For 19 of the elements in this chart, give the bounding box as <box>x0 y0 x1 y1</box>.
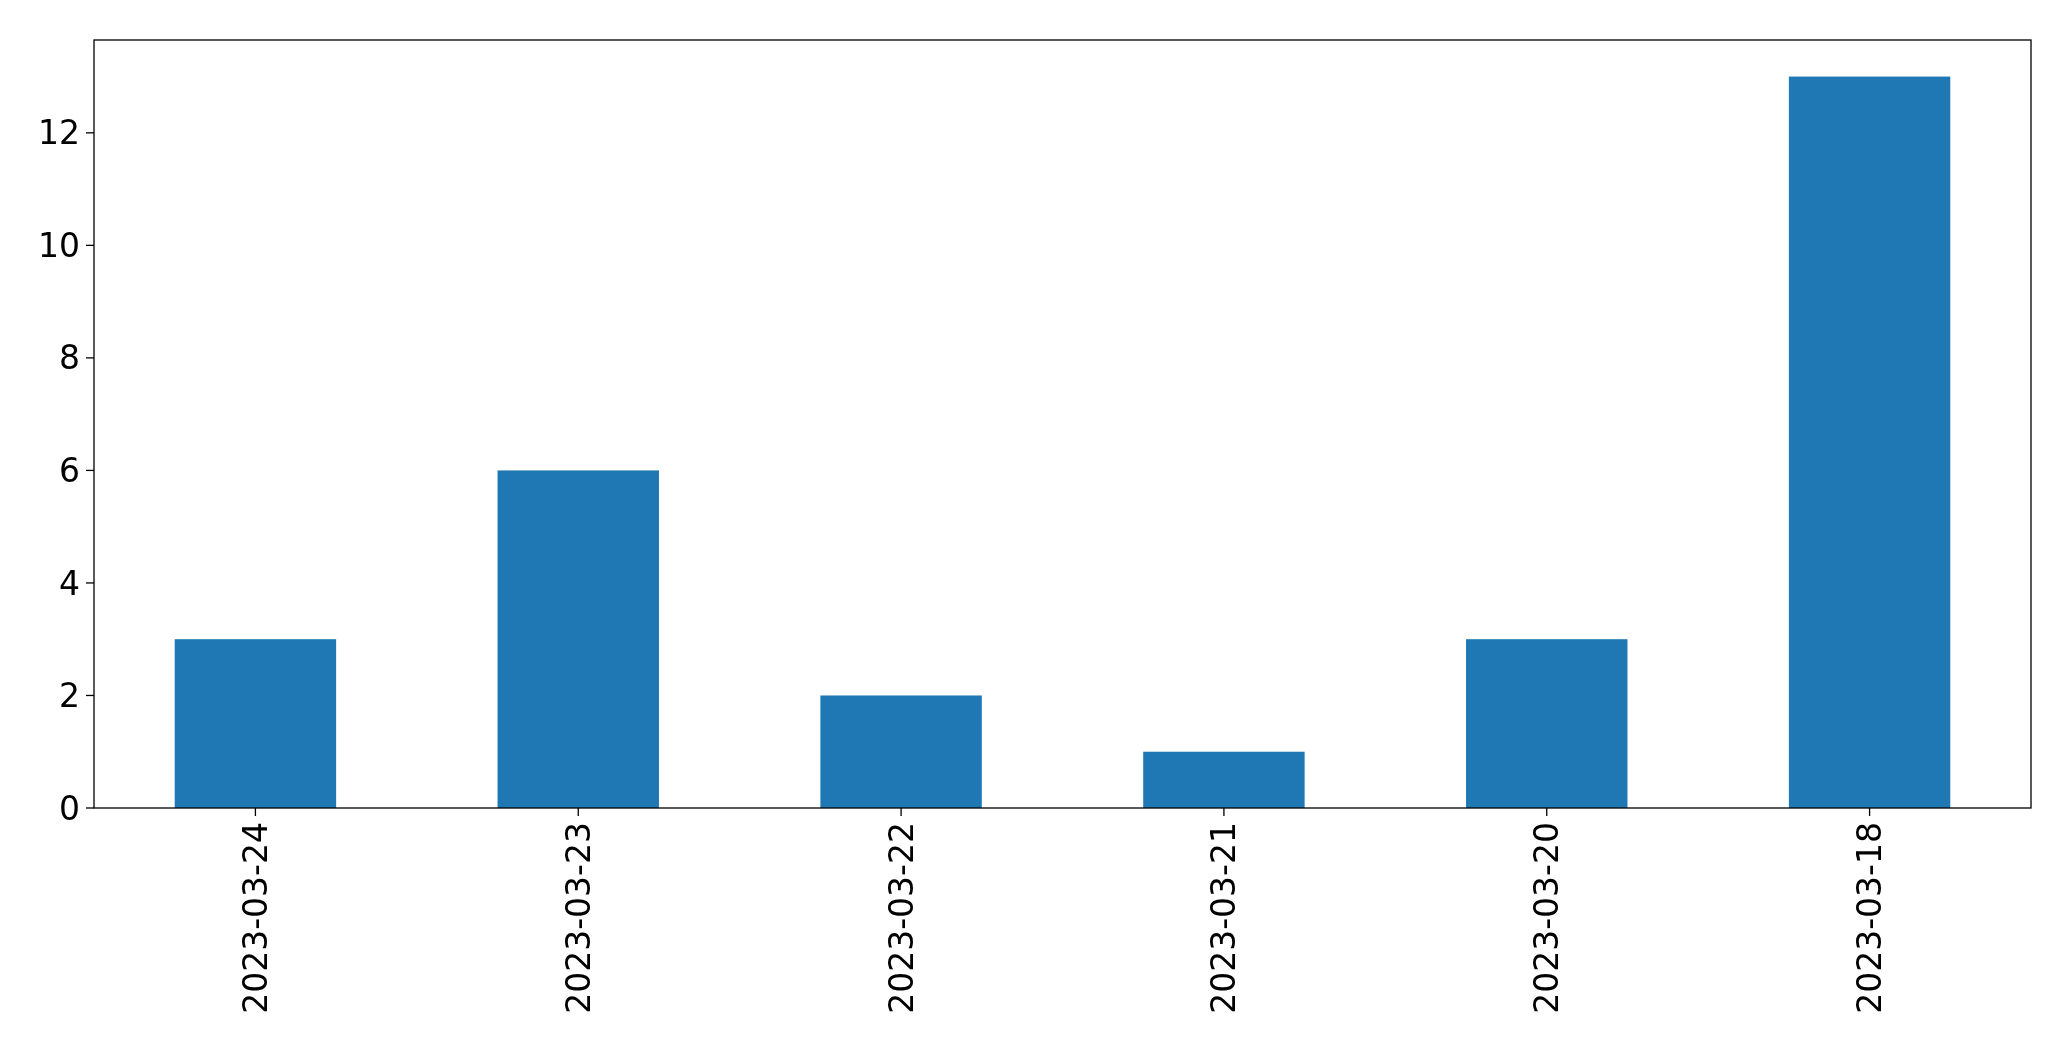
x-tick-label: 2023-03-23 <box>558 822 598 1014</box>
bar <box>497 470 659 808</box>
y-tick-label: 12 <box>38 113 80 153</box>
y-tick-label: 8 <box>59 338 80 378</box>
y-tick-label: 2 <box>59 676 80 716</box>
x-tick-label: 2023-03-18 <box>1850 822 1890 1014</box>
x-tick-label: 2023-03-21 <box>1204 822 1244 1014</box>
y-tick-label: 4 <box>59 563 80 603</box>
bar <box>1466 639 1628 808</box>
bar <box>1788 76 1951 808</box>
bar <box>820 695 982 808</box>
bar <box>1143 751 1305 808</box>
y-tick-label: 0 <box>59 788 80 828</box>
x-tick-label: 2023-03-20 <box>1527 822 1567 1014</box>
y-tick-label: 6 <box>59 450 80 490</box>
x-tick-label: 2023-03-22 <box>881 822 921 1014</box>
y-tick-label: 10 <box>38 225 80 265</box>
bar <box>174 639 337 808</box>
x-tick-label: 2023-03-24 <box>235 822 275 1014</box>
